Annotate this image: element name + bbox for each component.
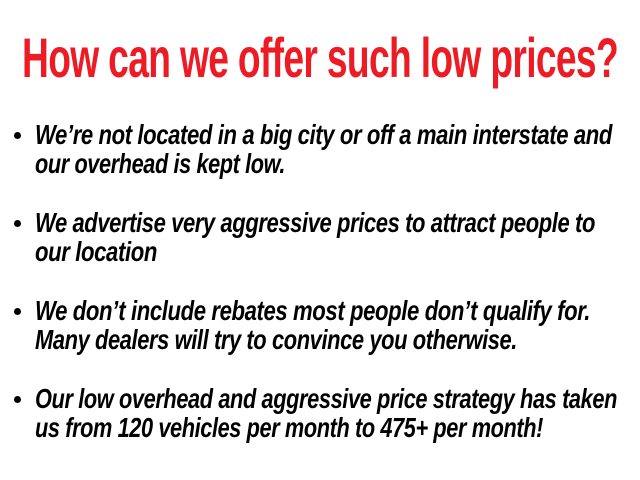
bullet-text-line: us from 120 vehicles per month to 475+ p… [35, 412, 543, 443]
bullet-text-line: We’re not located in a big city or off a… [35, 119, 612, 150]
bullet-icon [14, 308, 21, 315]
bullet-text-line: our location [35, 236, 157, 267]
page-title: How can we offer such low prices? [22, 26, 619, 89]
bullet-icon [14, 396, 21, 403]
bullet-icon [14, 132, 21, 139]
bullet-text-line: We advertise very aggressive prices to a… [35, 207, 595, 238]
bullet-text-line: our overhead is kept low. [35, 148, 285, 179]
bullet-text-line: Our low overhead and aggressive price st… [35, 383, 617, 414]
bullet-text-line: Many dealers will try to convince you ot… [35, 324, 517, 355]
bullet-icon [14, 220, 21, 227]
bullet-text-line: We don’t include rebates most people don… [35, 295, 590, 326]
